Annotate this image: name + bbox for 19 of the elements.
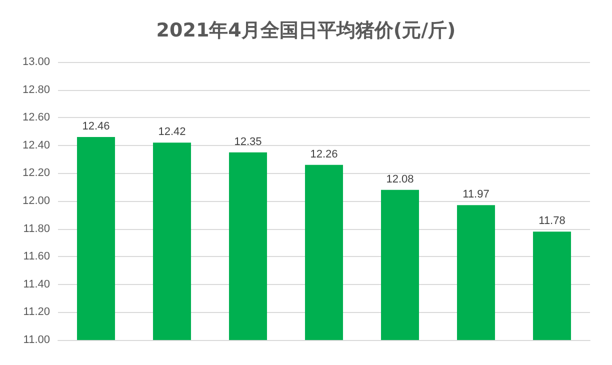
data-label: 12.08: [386, 173, 414, 186]
data-label: 12.42: [158, 126, 186, 138]
y-tick-label: 11.40: [23, 278, 50, 290]
y-tick-label: 12.80: [22, 84, 50, 96]
y-tick-label: 12.00: [22, 195, 50, 207]
y-tick-label: 13.00: [22, 56, 50, 68]
data-label: 12.35: [234, 136, 262, 148]
data-label: 11.97: [462, 188, 490, 201]
data-label: 12.46: [82, 120, 110, 133]
y-tick-label: 11.20: [23, 306, 50, 318]
y-tick-label: 11.60: [23, 250, 50, 263]
y-tick-label: 12.40: [22, 139, 50, 152]
data-label: 11.78: [538, 215, 566, 228]
y-tick-label: 12.20: [22, 167, 50, 180]
chart-title: 2021年4月全国日平均猪价(元/斤): [156, 20, 456, 42]
y-tick-label: 12.60: [22, 112, 50, 124]
data-label: 12.26: [310, 148, 338, 160]
y-tick-label: 11.80: [23, 222, 50, 235]
y-tick-label: 11.00: [23, 334, 50, 346]
